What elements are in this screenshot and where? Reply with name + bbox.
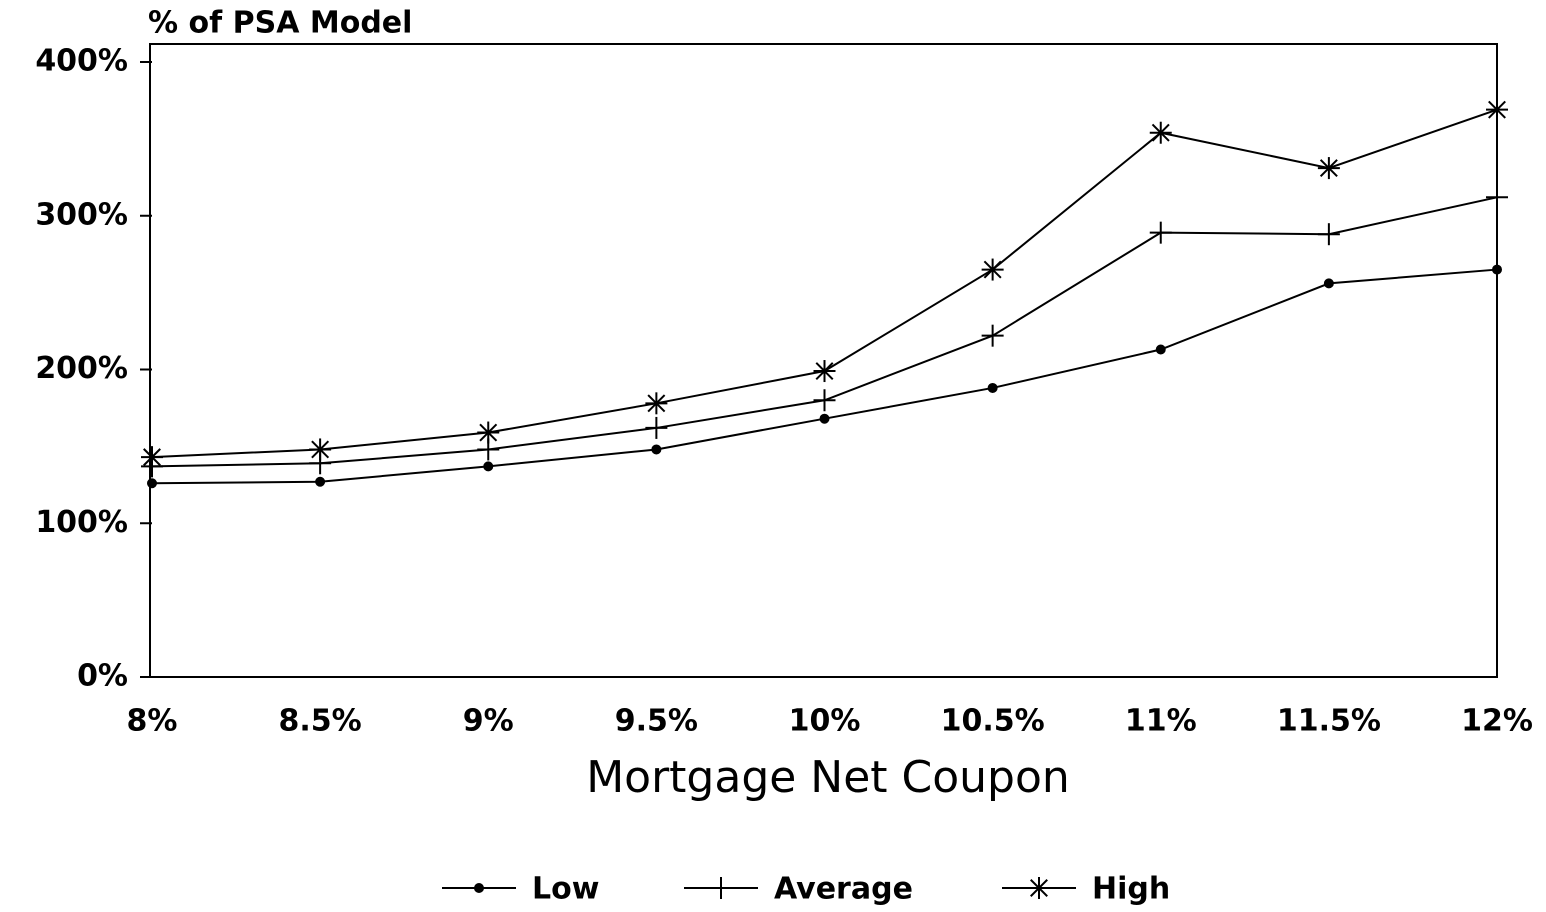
marker: [1155, 344, 1166, 355]
chart-title: % of PSA Model: [148, 6, 412, 41]
marker: [147, 478, 157, 489]
marker: [1149, 121, 1172, 144]
marker-dot: [147, 478, 157, 489]
legend-label: Average: [774, 872, 913, 907]
x-axis-label: Mortgage Net Coupon: [586, 752, 1070, 803]
legend-label: High: [1092, 872, 1170, 907]
marker: [813, 360, 836, 383]
x-tick-label: 9.5%: [615, 704, 698, 739]
marker-dot: [315, 476, 326, 487]
marker-stroke: [1488, 100, 1506, 119]
marker: [477, 421, 500, 444]
marker-stroke: [1030, 879, 1048, 897]
marker-stroke: [143, 448, 161, 467]
marker: [819, 413, 830, 424]
marker-dot: [1492, 264, 1502, 275]
marker: [309, 438, 332, 461]
plot-frame: [149, 43, 1498, 678]
marker: [1486, 98, 1508, 121]
marker: [710, 877, 732, 899]
marker: [987, 382, 998, 393]
legend-label: Low: [532, 872, 599, 907]
marker: [645, 392, 668, 415]
marker-dot: [483, 461, 494, 472]
marker-stroke: [1319, 159, 1338, 178]
y-tick-label: 100%: [35, 505, 128, 540]
marker: [1317, 223, 1340, 246]
marker-stroke: [1151, 123, 1170, 142]
y-tick-label: 200%: [35, 351, 128, 386]
marker: [483, 461, 494, 472]
x-tick-label: 8.5%: [279, 704, 362, 739]
marker-stroke: [311, 440, 330, 459]
x-tick-label: 10%: [789, 704, 861, 739]
series-line: [151, 196, 1498, 468]
marker-dot: [1323, 278, 1334, 289]
marker: [1486, 186, 1508, 209]
marker: [645, 416, 668, 439]
marker-stroke: [647, 394, 666, 413]
marker-stroke: [815, 362, 834, 380]
x-tick-label: 9%: [463, 704, 514, 739]
marker-dot: [651, 444, 662, 455]
x-tick-label: 10.5%: [941, 704, 1045, 739]
marker-dot: [819, 413, 830, 424]
marker: [981, 258, 1004, 281]
marker-dot: [1155, 344, 1166, 355]
y-tick-label: 0%: [77, 659, 128, 694]
marker: [981, 324, 1004, 347]
marker: [141, 446, 163, 469]
x-tick-label: 11%: [1125, 704, 1197, 739]
x-tick-label: 8%: [127, 704, 178, 739]
marker: [1492, 264, 1502, 275]
marker: [315, 476, 326, 487]
marker-stroke: [983, 260, 1002, 279]
marker-dot: [987, 382, 998, 393]
marker: [1323, 278, 1334, 289]
marker: [651, 444, 662, 455]
marker: [474, 883, 484, 893]
x-tick-label: 11.5%: [1277, 704, 1381, 739]
y-tick-label: 300%: [35, 197, 128, 232]
marker: [1317, 157, 1340, 180]
marker-stroke: [479, 423, 498, 442]
marker-dot: [474, 883, 484, 893]
y-tick-label: 400%: [35, 44, 128, 79]
x-tick-label: 12%: [1461, 704, 1533, 739]
marker: [1149, 221, 1172, 244]
marker: [1028, 877, 1050, 899]
marker: [813, 389, 836, 412]
